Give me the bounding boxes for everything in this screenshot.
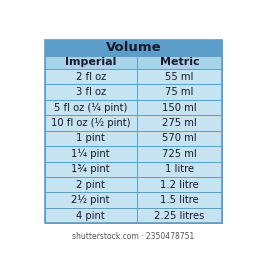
Bar [137, 56, 222, 69]
Bar [137, 146, 222, 162]
Bar [137, 177, 222, 192]
Bar [137, 208, 222, 223]
Text: 1.2 litre: 1.2 litre [160, 180, 199, 190]
Text: 2 pint: 2 pint [76, 180, 105, 190]
Text: 2 fl oz: 2 fl oz [76, 72, 106, 82]
Bar [45, 208, 137, 223]
Bar [45, 100, 137, 115]
Bar [137, 131, 222, 146]
Text: shutterstock.com · 2350478751: shutterstock.com · 2350478751 [72, 232, 194, 241]
Text: 10 fl oz (½ pint): 10 fl oz (½ pint) [51, 118, 131, 128]
Bar [45, 177, 137, 192]
Bar [45, 146, 137, 162]
Bar [45, 131, 137, 146]
Bar [45, 192, 137, 208]
Text: 2.25 litres: 2.25 litres [154, 211, 205, 221]
Text: 1.5 litre: 1.5 litre [160, 195, 199, 205]
Bar [137, 100, 222, 115]
Text: 55 ml: 55 ml [165, 72, 193, 82]
Bar [137, 162, 222, 177]
Text: 570 ml: 570 ml [162, 134, 197, 143]
Text: 725 ml: 725 ml [162, 149, 197, 159]
Bar [45, 84, 137, 100]
Bar [137, 84, 222, 100]
Text: 1¾ pint: 1¾ pint [72, 164, 110, 174]
Text: 2½ pint: 2½ pint [72, 195, 110, 205]
Text: 1 litre: 1 litre [165, 164, 194, 174]
Text: 3 fl oz: 3 fl oz [76, 87, 106, 97]
Text: Volume: Volume [106, 41, 161, 54]
Bar [45, 69, 137, 84]
Text: Imperial: Imperial [65, 57, 116, 67]
Text: 4 pint: 4 pint [76, 211, 105, 221]
Text: 1 pint: 1 pint [76, 134, 105, 143]
Bar [45, 40, 222, 223]
Bar [137, 115, 222, 131]
Bar [45, 162, 137, 177]
Bar [45, 40, 222, 56]
Text: Metric: Metric [160, 57, 199, 67]
Text: 5 fl oz (¼ pint): 5 fl oz (¼ pint) [54, 102, 127, 113]
Text: 1¼ pint: 1¼ pint [72, 149, 110, 159]
Text: 275 ml: 275 ml [162, 118, 197, 128]
Text: 150 ml: 150 ml [162, 102, 197, 113]
Bar [45, 115, 137, 131]
Text: 75 ml: 75 ml [165, 87, 193, 97]
Bar [137, 192, 222, 208]
Bar [45, 56, 137, 69]
Bar [137, 69, 222, 84]
